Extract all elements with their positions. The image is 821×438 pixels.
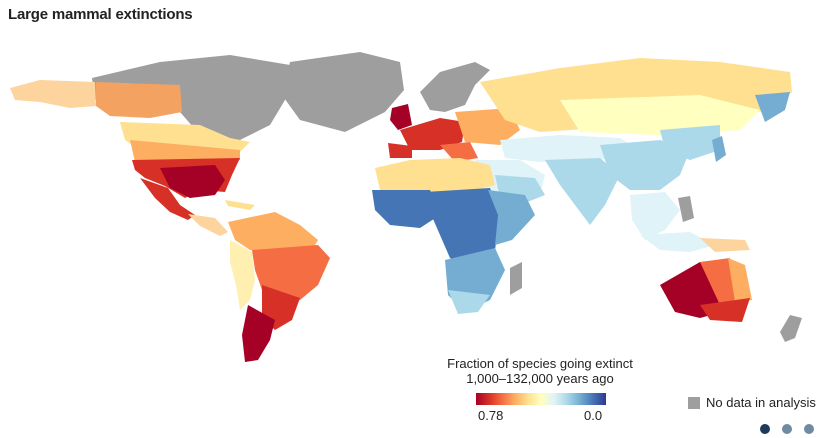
legend-title-line2: 1,000–132,000 years ago xyxy=(466,371,614,386)
legend-title-line1: Fraction of species going extinct xyxy=(447,356,633,371)
west-africa-region xyxy=(372,190,440,228)
legend-color-bar xyxy=(476,393,606,405)
north-africa-region xyxy=(375,158,495,192)
east-asia-region xyxy=(660,125,720,160)
alaska-region xyxy=(10,80,96,108)
south-asia-region xyxy=(545,158,620,225)
nodata-swatch xyxy=(688,396,700,409)
china-region xyxy=(600,140,690,190)
mexico-region xyxy=(140,178,195,220)
greenland-region xyxy=(282,52,404,132)
balkans-region xyxy=(440,142,478,162)
canada-west-region xyxy=(96,82,182,118)
central-africa-region xyxy=(425,188,500,270)
pagination-dots xyxy=(760,424,814,434)
legend-nodata: No data in analysis xyxy=(688,395,816,410)
south-america-west-region xyxy=(230,240,255,310)
argentina-region xyxy=(242,305,275,362)
new-guinea-region xyxy=(700,238,750,252)
iceland-region xyxy=(378,86,400,96)
page-dot-3[interactable] xyxy=(804,424,814,434)
page-dot-2[interactable] xyxy=(782,424,792,434)
south-america-north-region xyxy=(228,212,318,255)
central-america-region xyxy=(188,214,228,236)
usa-south-region xyxy=(160,165,225,198)
australia-east-region xyxy=(728,258,752,302)
legend-min-label: 0.78 xyxy=(478,408,504,423)
madagascar-region xyxy=(510,262,522,295)
south-africa-tip-region xyxy=(448,290,490,314)
indonesia-region xyxy=(640,232,715,252)
iberia-region xyxy=(388,143,412,158)
usa-north-region xyxy=(130,140,240,162)
uk-region xyxy=(390,104,412,130)
japan-region xyxy=(712,136,726,162)
philippines-region xyxy=(678,196,694,222)
page-dot-1[interactable] xyxy=(760,424,770,434)
southeast-asia-region xyxy=(630,192,680,240)
new-zealand-region xyxy=(780,315,802,342)
legend-title: Fraction of species going extinct 1,000–… xyxy=(440,356,640,386)
east-africa-region xyxy=(488,190,535,245)
nodata-label: No data in analysis xyxy=(706,395,816,410)
australia-south-region xyxy=(700,298,750,322)
caribbean-region xyxy=(225,200,255,210)
map-title: Large mammal extinctions xyxy=(8,6,193,23)
australia-central-region xyxy=(700,258,735,305)
legend-max-label: 0.0 xyxy=(584,408,603,423)
western-europe-region xyxy=(400,118,465,150)
arctic-canada-region xyxy=(92,55,290,140)
kamchatka-region xyxy=(755,92,790,122)
scandinavia-region xyxy=(420,62,490,112)
australia-west-region xyxy=(660,262,722,318)
siberia-east-region xyxy=(560,95,760,135)
